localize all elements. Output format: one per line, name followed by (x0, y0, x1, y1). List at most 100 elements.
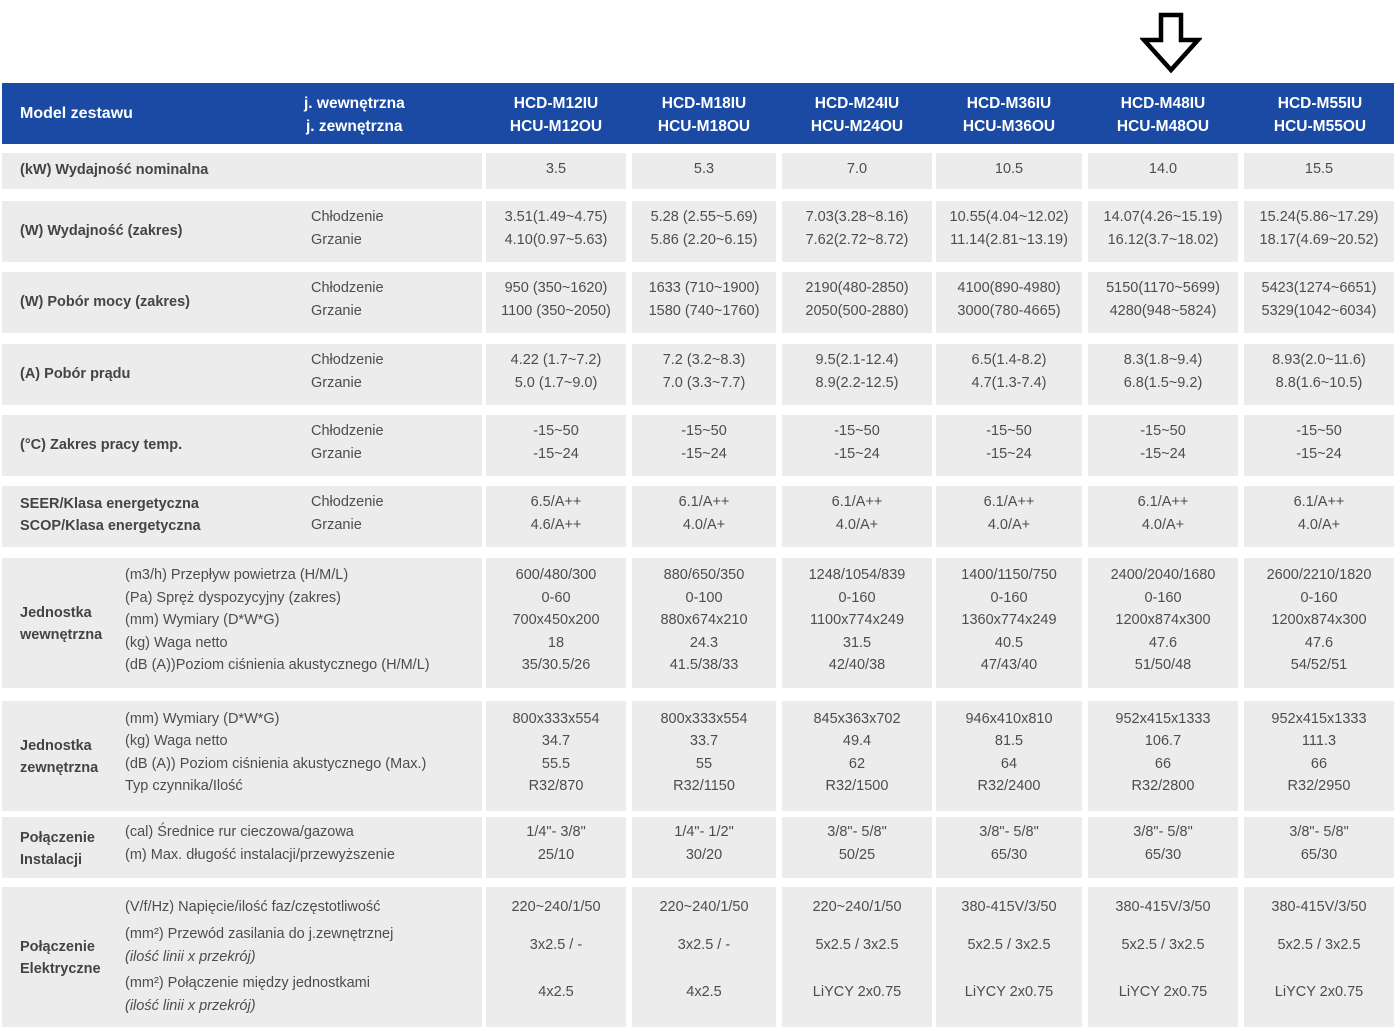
mode-label: Grzanie (311, 303, 362, 319)
value-text: -15~24 (986, 446, 1032, 462)
spec-description: (mm) Wymiary (D*W*G) (125, 711, 280, 727)
value-text: 950 (350~1620) (504, 280, 608, 296)
model-header: HCD-M36IU HCU-M36OU (936, 92, 1082, 138)
value-text: 0-100 (685, 590, 723, 606)
value-text: 15.5 (1304, 161, 1334, 177)
value-text: 5.86 (2.20~6.15) (650, 232, 758, 248)
value-text: 1400/1150/750 (961, 567, 1057, 583)
value-text: 1580 (740~1760) (648, 303, 760, 319)
row-label-cell: (kW) Wydajność nominalna (2, 153, 482, 189)
value-text: 952x415x1333 (1115, 711, 1211, 727)
value-text: 42/40/38 (828, 657, 886, 673)
value-text: 55.5 (541, 756, 571, 772)
value-text: 1100 (350~2050) (501, 303, 611, 319)
row-label-cell: (A) Pobór prądu Chłodzenie Grzanie (2, 344, 482, 405)
value-text: 50/25 (838, 847, 876, 863)
value-text: 9.5(2.1-12.4) (815, 352, 899, 368)
value-cell: 14.07(4.26~15.19) 16.12(3.7~18.02) (1088, 201, 1238, 262)
value-text: 111.3 (1301, 733, 1337, 749)
unit-indoor-label: j. wewnętrzna (304, 95, 405, 112)
row-label: (A) Pobór prądu (20, 365, 131, 382)
value-text: 4280(948~5824) (1109, 303, 1217, 319)
spec-description: (mm²) Przewód zasilania do j.zewnętrznej (125, 926, 394, 942)
row-label: Jednostka zewnętrzna (20, 735, 98, 779)
value-text: -15~50 (681, 423, 727, 439)
value-cell: 380-415V/3/50 5x2.5 / 3x2.5 LiYCY 2x0.75 (1088, 887, 1238, 1027)
model-header: HCD-M12IU HCU-M12OU (486, 92, 626, 138)
value-text: 5x2.5 / 3x2.5 (1277, 937, 1361, 953)
value-cell: 4.22 (1.7~7.2) 5.0 (1.7~9.0) (486, 344, 626, 405)
value-cell: 3.51(1.49~4.75) 4.10(0.97~5.63) (486, 201, 626, 262)
value-cell: -15~50 -15~24 (1088, 415, 1238, 476)
value-text: -15~24 (1296, 446, 1342, 462)
row-label: SEER/Klasa energetyczna SCOP/Klasa energe… (20, 493, 201, 537)
value-text: 0-160 (990, 590, 1028, 606)
value-text: 1360x774x249 (961, 612, 1057, 628)
table-row: Połączenie Elektryczne (V/f/Hz) Napięcie/i… (2, 887, 1394, 1027)
value-cell: 1633 (710~1900) 1580 (740~1760) (632, 272, 776, 333)
value-cell: 4100(890-4980) 3000(780-4665) (936, 272, 1082, 333)
value-text: 6.1/A++ (831, 494, 883, 510)
value-cell: -15~50 -15~24 (936, 415, 1082, 476)
value-text: 380-415V/3/50 (1115, 899, 1211, 915)
value-cell: 5.28 (2.55~5.69) 5.86 (2.20~6.15) (632, 201, 776, 262)
row-label: (°C) Zakres pracy temp. (20, 436, 183, 453)
value-text: -15~24 (533, 446, 579, 462)
mode-label: Grzanie (311, 446, 362, 462)
value-cell: 1/4"- 1/2" 30/20 (632, 817, 776, 878)
value-text: 5.0 (1.7~9.0) (514, 375, 598, 391)
spec-description: (cal) Średnice rur cieczowa/gazowa (125, 824, 354, 840)
row-label-line: Instalacji (20, 851, 83, 868)
value-cell: 1248/1054/839 0-160 1100x774x249 31.5 42/40/… (782, 558, 932, 688)
value-text: 4.0/A+ (1297, 517, 1341, 533)
value-cell: 800x333x554 34.7 55.5 R32/870 (486, 701, 626, 811)
value-text: 5x2.5 / 3x2.5 (967, 937, 1051, 953)
table-row: (W) Wydajność (zakres) Chłodzenie Grzanie 3… (2, 201, 1394, 262)
model-outdoor-name: HCU-M18OU (657, 118, 751, 135)
value-text: 5150(1170~5699) (1106, 280, 1220, 296)
spec-description: (kg) Waga netto (125, 635, 228, 651)
value-text: 5.3 (693, 161, 715, 177)
value-cell: 8.93(2.0~11.6) 8.8(1.6~10.5) (1244, 344, 1394, 405)
row-label-line: Jednostka (20, 605, 92, 621)
value-text: 2190(480-2850) (805, 280, 909, 296)
value-text: 66 (1154, 756, 1172, 772)
value-cell: 845x363x702 49.4 62 R32/1500 (782, 701, 932, 811)
value-text: R32/1500 (825, 778, 889, 794)
value-text: -15~50 (986, 423, 1032, 439)
mode-label: Chłodzenie (311, 209, 384, 225)
value-text: 3/8"- 5/8" (1133, 824, 1193, 840)
value-cell: 800x333x554 33.7 55 R32/1150 (632, 701, 776, 811)
row-label: (W) Pobór mocy (zakres) (20, 293, 190, 310)
value-text: 7.2 (3.2~8.3) (662, 352, 746, 368)
row-label-line: Jednostka (20, 738, 92, 754)
value-text: 65/30 (1300, 847, 1338, 863)
spec-description: (m) Max. długość instalacji/przewyższeni… (125, 847, 395, 863)
value-text: 25/10 (537, 847, 575, 863)
spec-description: Typ czynnika/Ilość (125, 778, 243, 794)
model-indoor-name: HCD-M55IU (1277, 95, 1363, 112)
value-text: 380-415V/3/50 (961, 899, 1057, 915)
mode-label: Chłodzenie (311, 423, 384, 439)
value-text: 952x415x1333 (1271, 711, 1367, 727)
value-text: 4x2.5 (686, 984, 722, 1000)
mode-label: Chłodzenie (311, 280, 384, 296)
value-text: 6.5(1.4-8.2) (971, 352, 1047, 368)
value-text: 10.55(4.04~12.02) (949, 209, 1069, 225)
value-text: 7.0 (846, 161, 868, 177)
value-text: 6.8(1.5~9.2) (1123, 375, 1203, 391)
row-label-cell: (W) Wydajność (zakres) Chłodzenie Grzanie (2, 201, 482, 262)
value-cell: 7.2 (3.2~8.3) 7.0 (3.3~7.7) (632, 344, 776, 405)
value-text: 380-415V/3/50 (1271, 899, 1367, 915)
value-cell: 15.5 (1244, 153, 1394, 189)
table-row: (kW) Wydajność nominalna 3.5 5.3 7.0 10.5 14.… (2, 153, 1394, 189)
value-cell: 600/480/300 0-60 700x450x200 18 35/30.5/26 (486, 558, 626, 688)
value-text: 5x2.5 / 3x2.5 (1121, 937, 1205, 953)
value-cell: 952x415x1333 106.7 66 R32/2800 (1088, 701, 1238, 811)
value-text: 4100(890-4980) (957, 280, 1061, 296)
value-cell: 14.0 (1088, 153, 1238, 189)
value-text: -15~24 (681, 446, 727, 462)
value-cell: 5.3 (632, 153, 776, 189)
value-text: 6.5/A++ (530, 494, 582, 510)
header-units: j. wewnętrzna j. zewnętrzna (300, 92, 430, 138)
